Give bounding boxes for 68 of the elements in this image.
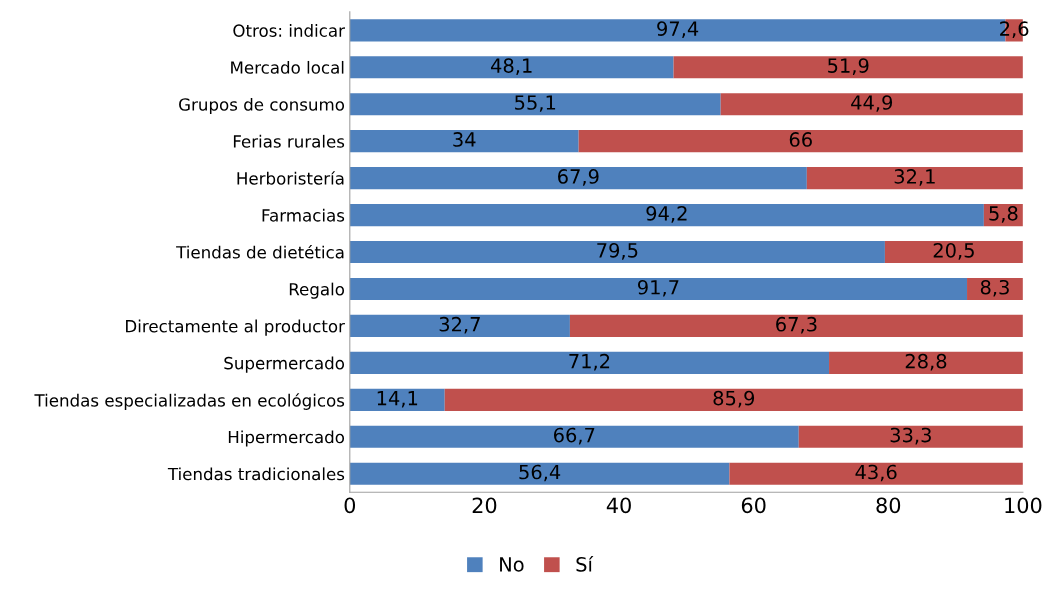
data-label: 34 bbox=[453, 132, 476, 147]
data-label: 85,9 bbox=[713, 390, 755, 408]
data-label: 71,2 bbox=[569, 353, 610, 371]
y-tick-label: Tiendas especializadas en ecológicos bbox=[34, 393, 345, 410]
bar bbox=[349, 351, 830, 374]
data-label: 14,1 bbox=[377, 391, 418, 408]
data-label: 97,4 bbox=[657, 21, 699, 38]
y-tick-label: Otros: indicar bbox=[233, 24, 345, 37]
data-label: 51,9 bbox=[828, 58, 869, 75]
bar bbox=[569, 314, 1023, 338]
bar bbox=[673, 56, 1023, 79]
bar bbox=[349, 203, 984, 227]
bar bbox=[349, 462, 730, 485]
data-label: 5,8 bbox=[989, 206, 1018, 223]
bar bbox=[349, 240, 885, 264]
data-label: 56,4 bbox=[519, 464, 561, 482]
data-label: 28,8 bbox=[905, 353, 947, 371]
y-tick-label: Regalo bbox=[289, 282, 345, 299]
bar bbox=[884, 240, 1023, 264]
data-label: 55,1 bbox=[515, 95, 556, 112]
y-tick-label: Farmacias bbox=[262, 208, 345, 222]
x-tick-label: 80 bbox=[876, 497, 901, 514]
x-tick-label: 0 bbox=[344, 497, 356, 514]
x-tick-label: 40 bbox=[606, 497, 631, 514]
x-tick-label: 100 bbox=[1005, 497, 1042, 514]
data-label: 43,6 bbox=[855, 464, 897, 482]
data-label: 32,7 bbox=[439, 316, 480, 334]
data-label: 94,2 bbox=[646, 206, 687, 223]
data-label: 32,1 bbox=[894, 169, 935, 186]
bar bbox=[806, 167, 1023, 190]
bar bbox=[729, 462, 1023, 485]
bar bbox=[349, 314, 570, 338]
data-label: 67,9 bbox=[558, 169, 599, 186]
data-label: 20,5 bbox=[933, 242, 974, 260]
data-label: 44,9 bbox=[851, 95, 893, 112]
bar bbox=[578, 130, 1023, 153]
bar bbox=[720, 93, 1023, 116]
y-tick-label: Tiendas tradicionales bbox=[167, 467, 345, 481]
y-tick-label: Supermercado bbox=[224, 356, 345, 373]
legend-label: No bbox=[500, 557, 524, 572]
y-tick-label: Ferias rurales bbox=[233, 134, 345, 148]
data-label: 8,3 bbox=[980, 279, 1009, 297]
data-label: 33,3 bbox=[890, 427, 931, 445]
bar bbox=[349, 167, 807, 190]
bar bbox=[444, 388, 1023, 411]
y-tick-label: Tiendas de dietética bbox=[176, 245, 344, 259]
bar bbox=[349, 277, 968, 301]
bar bbox=[349, 56, 674, 79]
x-tick-label: 60 bbox=[741, 497, 766, 514]
data-label: 91,7 bbox=[637, 279, 679, 297]
y-tick-label: Mercado local bbox=[231, 60, 344, 74]
bar bbox=[349, 130, 579, 153]
data-label: 67,3 bbox=[776, 316, 817, 334]
x-tick-label: 20 bbox=[472, 497, 497, 514]
bar bbox=[829, 351, 1023, 374]
bar bbox=[349, 93, 721, 116]
data-label: 66,7 bbox=[553, 427, 595, 445]
data-label: 79,5 bbox=[597, 242, 638, 260]
bar bbox=[798, 425, 1023, 448]
bar bbox=[349, 425, 799, 448]
y-tick-label: Hipermercado bbox=[228, 430, 345, 447]
legend-label: Sí bbox=[576, 555, 594, 572]
bar bbox=[349, 388, 445, 411]
y-tick-label: Herboristería bbox=[237, 171, 344, 185]
data-label: 48,1 bbox=[490, 58, 532, 75]
data-label: 66 bbox=[789, 132, 812, 147]
y-tick-label: Grupos de consumo bbox=[179, 97, 345, 115]
y-tick-label: Directamente al productor bbox=[126, 319, 345, 336]
